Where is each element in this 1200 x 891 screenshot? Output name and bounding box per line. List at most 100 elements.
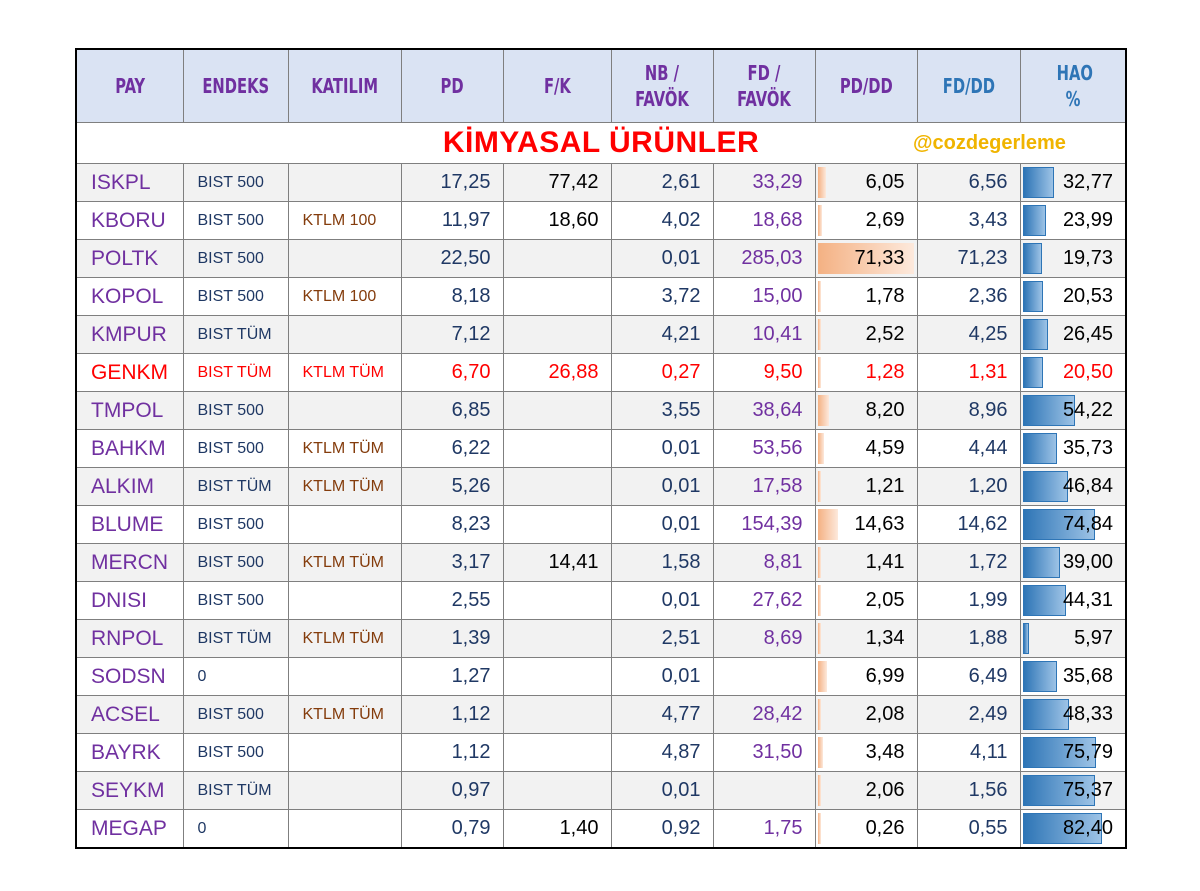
- ticker-cell: ISKPL: [75, 163, 184, 202]
- header-nb-favok[interactable]: NB / FAVÖK: [610, 48, 714, 123]
- pd-dd-data-bar: [817, 775, 821, 806]
- hao-cell: 35,68: [1019, 657, 1127, 696]
- sector-title-row: KİMYASAL ÜRÜNLER @cozdegerleme: [75, 122, 1127, 164]
- hao-data-bar: [1022, 243, 1042, 274]
- hao-cell-value: 26,45: [1062, 323, 1113, 345]
- nb-favok-cell: 4,21: [610, 315, 714, 354]
- ticker-cell: BLUME: [75, 505, 184, 544]
- pd-dd-data-bar: [817, 167, 826, 198]
- nb-favok-cell: 2,61: [610, 163, 714, 202]
- pd-cell: 8,18: [400, 277, 504, 316]
- ticker-cell: POLTK: [75, 239, 184, 278]
- hao-cell: 74,84: [1019, 505, 1127, 544]
- nb-favok-cell: 0,01: [610, 505, 714, 544]
- pd-dd-data-bar: [817, 509, 838, 540]
- fd-dd-cell: 1,56: [916, 771, 1021, 810]
- table-row: BLUME BIST 500 8,23 0,01 154,39 14,63 14,62 74,…: [75, 505, 1127, 544]
- katilim-cell: [287, 239, 402, 278]
- pd-cell: 3,17: [400, 543, 504, 582]
- fd-dd-cell: 8,96: [916, 391, 1021, 430]
- pd-cell: 0,97: [400, 771, 504, 810]
- hao-cell: 19,73: [1019, 239, 1127, 278]
- table-row: RNPOL BIST TÜM KTLM TÜM 1,39 2,51 8,69 1,34 1,8…: [75, 619, 1127, 658]
- ticker-cell: ALKIM: [75, 467, 184, 506]
- pd-dd-cell: 1,78: [814, 277, 918, 316]
- pd-dd-data-bar: [817, 395, 829, 426]
- ticker-cell: RNPOL: [75, 619, 184, 658]
- fk-cell: 18,60: [502, 201, 612, 240]
- fd-dd-cell: 71,23: [916, 239, 1021, 278]
- pd-dd-cell: 3,48: [814, 733, 918, 772]
- nb-favok-cell: 0,01: [610, 771, 714, 810]
- header-katilim[interactable]: KATILIM: [287, 48, 402, 123]
- nb-favok-cell: 0,01: [610, 467, 714, 506]
- katilim-cell: [287, 391, 402, 430]
- pd-dd-cell: 1,41: [814, 543, 918, 582]
- fd-favok-cell: 1,75: [712, 809, 816, 849]
- pd-dd-data-bar: [817, 737, 823, 768]
- fd-favok-cell: 9,50: [712, 353, 816, 392]
- pd-dd-cell: 1,28: [814, 353, 918, 392]
- pd-dd-data-bar: [817, 319, 821, 350]
- hao-data-bar: [1022, 623, 1029, 654]
- endeks-cell: BIST 500: [182, 163, 289, 202]
- fk-cell: [502, 657, 612, 696]
- pd-cell: 6,70: [400, 353, 504, 392]
- pd-dd-cell: 1,21: [814, 467, 918, 506]
- pd-cell: 0,79: [400, 809, 504, 849]
- header-fd-favok[interactable]: FD / FAVÖK: [712, 48, 816, 123]
- nb-favok-cell: 0,01: [610, 239, 714, 278]
- header-fd-dd[interactable]: FD/DD: [916, 48, 1021, 123]
- pd-dd-cell: 2,69: [814, 201, 918, 240]
- hao-cell: 39,00: [1019, 543, 1127, 582]
- pd-dd-cell-value: 71,33: [854, 247, 905, 269]
- pd-cell: 6,85: [400, 391, 504, 430]
- sector-title: KİMYASAL ÜRÜNLER: [442, 126, 760, 159]
- katilim-cell: [287, 809, 402, 849]
- hao-cell-value: 35,68: [1062, 665, 1113, 687]
- pd-dd-cell: 71,33: [814, 239, 918, 278]
- ticker-cell: TMPOL: [75, 391, 184, 430]
- hao-data-bar: [1022, 167, 1054, 198]
- pd-dd-data-bar: [817, 357, 821, 388]
- fd-dd-cell: 3,43: [916, 201, 1021, 240]
- fk-cell: [502, 429, 612, 468]
- hao-cell: 75,79: [1019, 733, 1127, 772]
- hao-cell: 35,73: [1019, 429, 1127, 468]
- fd-dd-cell: 6,49: [916, 657, 1021, 696]
- pd-dd-cell-value: 14,63: [854, 513, 905, 535]
- pd-dd-data-bar: [817, 471, 821, 502]
- table-row: ALKIM BIST TÜM KTLM TÜM 5,26 0,01 17,58 1,21 1,…: [75, 467, 1127, 506]
- nb-favok-cell: 2,51: [610, 619, 714, 658]
- fk-cell: 1,40: [502, 809, 612, 849]
- pd-dd-data-bar: [817, 547, 821, 578]
- ticker-cell: MERCN: [75, 543, 184, 582]
- fd-dd-cell: 1,20: [916, 467, 1021, 506]
- katilim-cell: [287, 657, 402, 696]
- hao-cell: 48,33: [1019, 695, 1127, 734]
- table-row: GENKM BIST TÜM KTLM TÜM 6,70 26,88 0,27 9,50 1,…: [75, 353, 1127, 392]
- hao-cell-value: 19,73: [1062, 247, 1113, 269]
- fk-cell: [502, 733, 612, 772]
- pd-cell: 17,25: [400, 163, 504, 202]
- fd-dd-cell: 1,31: [916, 353, 1021, 392]
- hao-cell: 26,45: [1019, 315, 1127, 354]
- header-hao[interactable]: HAO %: [1019, 48, 1127, 123]
- hao-data-bar: [1022, 281, 1043, 312]
- pd-cell: 8,23: [400, 505, 504, 544]
- fk-cell: [502, 315, 612, 354]
- hao-cell-value: 75,79: [1062, 741, 1113, 763]
- endeks-cell: BIST TÜM: [182, 315, 289, 354]
- nb-favok-cell: 0,92: [610, 809, 714, 849]
- header-pd-dd[interactable]: PD/DD: [814, 48, 918, 123]
- header-pay[interactable]: PAY: [75, 48, 184, 123]
- header-fk[interactable]: F/K: [502, 48, 612, 123]
- header-endeks[interactable]: ENDEKS: [182, 48, 289, 123]
- hao-data-bar: [1022, 471, 1068, 502]
- hao-data-bar: [1022, 547, 1060, 578]
- hao-cell: 20,50: [1019, 353, 1127, 392]
- katilim-cell: [287, 733, 402, 772]
- header-pd[interactable]: PD: [400, 48, 504, 123]
- hao-cell-value: 20,50: [1062, 361, 1113, 383]
- pd-dd-cell-value: 6,05: [865, 171, 905, 193]
